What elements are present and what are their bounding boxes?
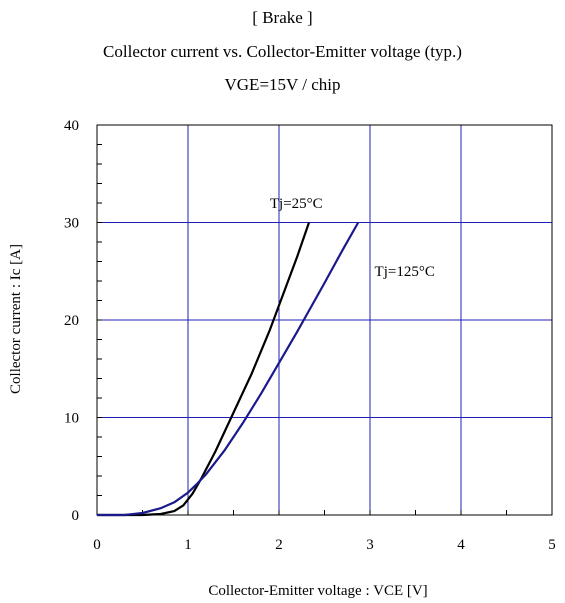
series-annotation-1: Tj=25°C (270, 196, 323, 212)
x-tick-label: 4 (457, 537, 465, 553)
y-tick-label: 20 (64, 313, 79, 329)
series-line-1 (97, 222, 311, 517)
x-axis-label: Collector-Emitter voltage : VCE [V] (208, 583, 427, 599)
x-tick-label: 0 (93, 537, 101, 553)
x-tick-label: 1 (184, 537, 192, 553)
y-tick-label: 40 (64, 118, 79, 134)
chart-title: [ Brake ] (252, 8, 313, 27)
series-layer (97, 221, 360, 517)
chart-condition: VGE=15V / chip (224, 75, 341, 94)
annotations: Tj=25°C Tj=125°C (270, 196, 435, 280)
x-tick-label: 5 (548, 537, 556, 553)
y-tick-label: 30 (64, 216, 79, 232)
series-annotation-2: Tj=125°C (375, 264, 435, 280)
series-line-2 (97, 221, 360, 517)
chart-subtitle: Collector current vs. Collector-Emitter … (103, 42, 462, 61)
y-tick-label: 0 (72, 508, 80, 524)
y-tick-label: 10 (64, 411, 79, 427)
x-tick-label: 3 (366, 537, 374, 553)
y-axis-label: Collector current : Ic [A] (8, 244, 24, 394)
grid-lines (97, 125, 552, 515)
x-tick-label: 2 (275, 537, 283, 553)
tick-labels: 0 1 2 3 4 5 0 10 20 30 40 (64, 118, 556, 553)
